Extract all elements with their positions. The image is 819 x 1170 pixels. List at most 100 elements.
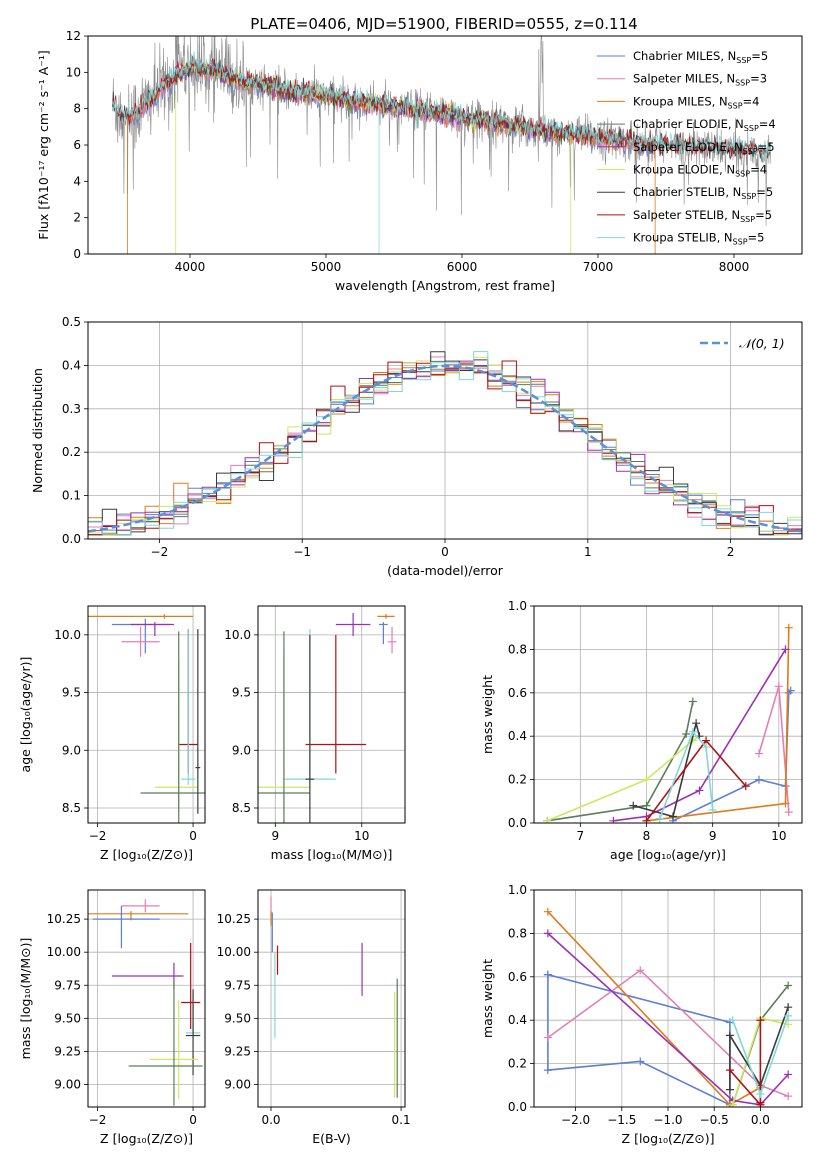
figure-title: PLATE=0406, MJD=51900, FIBERID=0555, z=0… [250, 15, 637, 33]
age-vs-Z-panel: −2 0 8.5 9.0 9.5 10.0 Z [log₁₀(Z/Z⊙)] age [log₁… [18, 605, 206, 862]
salpeter-miles-point [121, 899, 160, 913]
x-tick-label: −1 [293, 545, 311, 559]
chabrier-stelib-weight-line [729, 1006, 789, 1090]
weight-point [543, 907, 552, 916]
x-tick-label: 8 [643, 829, 651, 843]
axes-frame [87, 35, 803, 255]
kroupa-stelib-model-line [112, 51, 771, 254]
kroupa-miles-point [377, 614, 395, 619]
y-tick-label: 1.0 [508, 599, 527, 613]
weight-lines [543, 907, 793, 1107]
weight-point [642, 816, 651, 823]
weight-point [774, 682, 783, 691]
error-bars [88, 614, 205, 823]
weight-point [741, 782, 750, 791]
y-tick-label: 0 [73, 247, 81, 261]
chabrier-stelib-point [185, 989, 201, 1076]
weight-lines [543, 623, 795, 823]
y-tick-label: 2 [73, 211, 81, 225]
y-tick-label: 0.5 [62, 315, 81, 329]
weight-point [781, 799, 790, 808]
x-tick-label: −2 [89, 1113, 107, 1127]
weight-point [692, 719, 701, 728]
y-tick-label: 0.0 [508, 816, 527, 830]
y-tick-label: 9.75 [224, 978, 251, 992]
weight-point [728, 1100, 737, 1107]
x-axis-label: age [log₁₀(age/yr)] [610, 847, 726, 862]
chabrier-elodie-point [140, 631, 205, 823]
error-bars [88, 899, 203, 1106]
legend-label: Chabrier MILES, NSSP=5 [633, 49, 768, 65]
weight-point [784, 1092, 793, 1101]
spectrum-panel: 4000 5000 6000 7000 8000 0 2 4 6 8 10 12 wavelength … [36, 29, 803, 293]
axes-frame [87, 605, 206, 824]
y-tick-label: 12 [66, 29, 81, 43]
x-tick-label: 0 [189, 1113, 197, 1127]
x-tick-label: 1 [584, 545, 592, 559]
x-tick-label: 9 [271, 829, 279, 843]
y-tick-label: 8.5 [232, 801, 251, 815]
x-tick-label: 2 [727, 545, 735, 559]
chabrier-elodie-weight-line [547, 701, 694, 822]
weight-point [702, 743, 711, 752]
residuals-panel: −2 −1 0 1 2 0.0 0.1 0.2 0.3 0.4 0.5 (data-model)/er… [30, 315, 803, 578]
weight-point [784, 808, 793, 817]
x-tick-label: −2 [89, 829, 107, 843]
legend-label: Chabrier STELIB, NSSP=5 [633, 185, 773, 201]
weight-point [725, 1085, 734, 1094]
y-tick-label: 10 [66, 65, 81, 79]
x-tick-label: −0.5 [700, 1113, 729, 1127]
x-axis-label: mass [log₁₀(M/M⊙)] [271, 847, 393, 862]
y-axis-label: mass [log₁₀(M/M⊙)] [18, 938, 33, 1060]
x-tick-label: 10 [354, 829, 369, 843]
weight-point [609, 816, 618, 823]
x-tick-label: 4000 [175, 260, 206, 274]
weight-point [543, 1033, 552, 1042]
x-tick-label: −2 [151, 545, 169, 559]
weight-vs-age-panel: 7 8 9 10 0.0 0.2 0.4 0.6 0.8 1.0 age [log₁₀(age/yr… [480, 599, 803, 862]
weight-point [688, 727, 697, 736]
weight-point [708, 805, 717, 814]
x-tick-label: −1.5 [607, 1113, 636, 1127]
y-tick-label: 9.00 [224, 1078, 251, 1092]
x-tick-label: 0 [441, 545, 449, 559]
y-tick-label: 0.3 [62, 402, 81, 416]
x-tick-label: 0.0 [261, 1113, 280, 1127]
y-axis-label: mass weight [480, 959, 495, 1038]
legend-label: Chabrier ELODIE, NSSP=4 [633, 117, 776, 133]
x-tick-label: 10 [771, 829, 786, 843]
y-tick-label: 0.8 [508, 926, 527, 940]
x-axis-label: (data-model)/error [387, 563, 504, 578]
axes-frame [87, 321, 803, 540]
y-tick-label: 1.0 [508, 883, 527, 897]
axes-frame [533, 605, 803, 824]
y-tick-label: 0.2 [508, 773, 527, 787]
axes-frame [533, 889, 803, 1108]
y-tick-label: 6 [73, 138, 81, 152]
chabrier-stelib-point [195, 629, 201, 814]
y-tick-label: 9.75 [54, 978, 81, 992]
y-tick-label: 0.1 [62, 489, 81, 503]
weight-point [784, 1003, 793, 1012]
histogram-steps [88, 351, 802, 536]
weight-point [688, 697, 697, 706]
y-tick-label: 10.25 [217, 912, 251, 926]
salpeter-elodie-point [130, 622, 174, 637]
y-tick-label: 4 [73, 174, 81, 188]
legend-label: 𝒩(0, 1) [739, 336, 785, 351]
y-tick-label: 9.5 [62, 686, 81, 700]
weight-point [784, 981, 793, 990]
y-tick-label: 0.8 [508, 642, 527, 656]
weight-point [756, 1098, 765, 1107]
y-tick-label: 0.6 [508, 686, 527, 700]
kroupa-miles-point [88, 614, 194, 619]
legend-label: Salpeter ELODIE, NSSP=5 [633, 140, 775, 156]
x-axis-label: Z [log₁₀(Z/Z⊙)] [100, 1131, 193, 1146]
x-axis-label: Z [log₁₀(Z/Z⊙)] [622, 1131, 715, 1146]
y-tick-label: 10.00 [217, 945, 251, 959]
y-tick-label: 10.25 [47, 912, 81, 926]
y-axis-label: Flux [fλ10⁻¹⁷ erg cm⁻² s⁻¹ A⁻¹] [36, 50, 51, 239]
x-tick-label: 0.1 [392, 1113, 411, 1127]
y-tick-label: 9.25 [224, 1044, 251, 1058]
